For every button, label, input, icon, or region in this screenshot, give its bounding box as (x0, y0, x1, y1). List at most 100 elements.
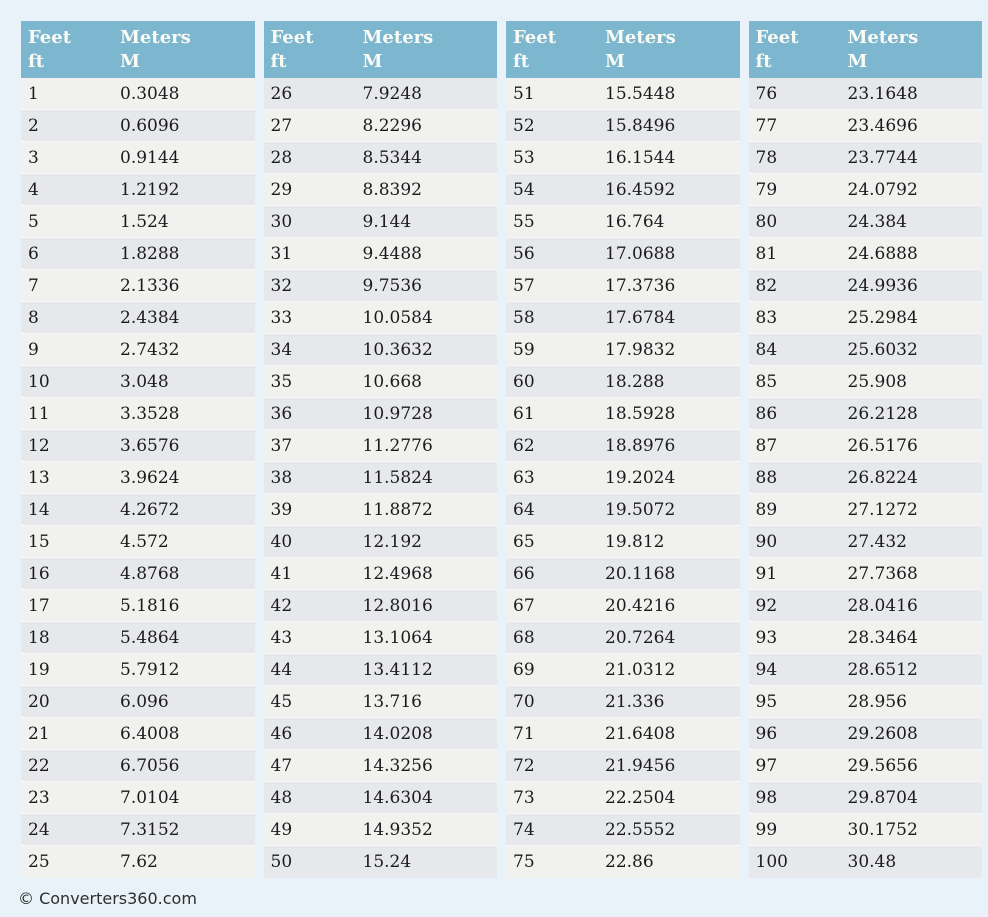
table-row: 81 24.6888 (748, 238, 982, 270)
table-row: 72 21.9456 (506, 750, 740, 782)
table-row: 44 13.4112 (263, 654, 497, 686)
cell-meters: 1.2192 (120, 179, 180, 200)
table-row: 68 20.7264 (506, 622, 740, 654)
table-row: 88 26.8224 (748, 462, 982, 494)
table-row: 42 12.8016 (263, 590, 497, 622)
cell-feet: 19 (28, 659, 50, 680)
cell-feet: 37 (270, 435, 293, 456)
table-row: 22 6.7056 (21, 750, 255, 782)
cell-meters: 9.144 (362, 211, 412, 232)
table-row: 70 21.336 (506, 686, 740, 718)
table-row: 1 0.3048 (21, 78, 255, 110)
cell-meters: 0.3048 (120, 83, 180, 104)
cell-feet: 69 (513, 659, 535, 680)
table-row: 3 0.9144 (21, 142, 255, 174)
cell-meters: 22.5552 (605, 819, 676, 840)
table-row: 94 28.6512 (748, 654, 982, 686)
cell-feet: 34 (270, 339, 293, 360)
table-row: 27 8.2296 (263, 110, 497, 142)
cell-meters: 15.24 (362, 852, 412, 872)
cell-feet: 54 (513, 179, 535, 200)
table-row: 41 12.4968 (263, 558, 497, 590)
cell-feet: 8 (28, 307, 39, 328)
cell-meters: 24.384 (847, 211, 907, 232)
table-row: 13 3.9624 (21, 462, 255, 494)
cell-meters: 9.7536 (362, 275, 422, 296)
table-row: 73 22.2504 (506, 782, 740, 814)
cell-feet: 6 (28, 243, 39, 264)
cell-feet: 52 (513, 115, 535, 136)
cell-meters: 27.1272 (847, 499, 918, 520)
cell-meters: 5.1816 (120, 595, 180, 616)
cell-meters: 11.5824 (362, 467, 433, 488)
table-row: 60 18.288 (506, 366, 740, 398)
table-row: 51 15.5448 (506, 78, 740, 110)
cell-meters: 17.9832 (605, 339, 676, 360)
header-feet-line1: Feet (28, 27, 72, 48)
cell-meters: 1.524 (120, 211, 169, 232)
table-header: Feet ft Meters M (748, 21, 982, 78)
table-row: 9 2.7432 (21, 334, 255, 366)
table-row: 89 27.1272 (748, 494, 982, 526)
table-row: 79 24.0792 (748, 174, 982, 206)
cell-meters: 11.2776 (362, 435, 433, 456)
cell-meters: 3.9624 (120, 467, 180, 488)
header-cell-feet: Feet ft (21, 26, 120, 78)
cell-feet: 13 (28, 467, 50, 488)
cell-feet: 43 (270, 627, 293, 648)
cell-meters: 6.096 (120, 691, 169, 712)
cell-meters: 25.2984 (847, 307, 918, 328)
cell-feet: 53 (513, 147, 535, 168)
cell-meters: 10.668 (362, 371, 422, 392)
cell-feet: 9 (28, 339, 39, 360)
cell-feet: 36 (270, 403, 293, 424)
cell-feet: 80 (755, 211, 778, 232)
cell-meters: 23.7744 (847, 147, 918, 168)
cell-feet: 84 (755, 339, 778, 360)
cell-feet: 58 (513, 307, 535, 328)
cell-meters: 9.4488 (362, 243, 422, 264)
cell-meters: 25.908 (847, 371, 907, 392)
cell-feet: 10 (28, 371, 50, 392)
table-row: 46 14.0208 (263, 718, 497, 750)
cell-feet: 48 (270, 787, 293, 808)
cell-feet: 44 (270, 659, 293, 680)
cell-feet: 45 (270, 691, 293, 712)
cell-meters: 8.8392 (362, 179, 422, 200)
table-row: 14 4.2672 (21, 494, 255, 526)
table-row: 75 22.86 (506, 846, 740, 878)
table-row: 59 17.9832 (506, 334, 740, 366)
cell-meters: 2.7432 (120, 339, 180, 360)
cell-feet: 18 (28, 627, 50, 648)
cell-meters: 10.9728 (362, 403, 433, 424)
cell-feet: 98 (755, 787, 778, 808)
cell-feet: 40 (270, 531, 293, 552)
cell-meters: 20.4216 (605, 595, 676, 616)
cell-feet: 24 (28, 819, 50, 840)
table-row: 4 1.2192 (21, 174, 255, 206)
header-feet-line1: Feet (270, 27, 314, 48)
cell-feet: 3 (28, 147, 39, 168)
table-row: 28 8.5344 (263, 142, 497, 174)
table-row: 90 27.432 (748, 526, 982, 558)
table-row: 83 25.2984 (748, 302, 982, 334)
cell-feet: 97 (755, 755, 778, 776)
cell-meters: 24.6888 (847, 243, 918, 264)
table-row: 74 22.5552 (506, 814, 740, 846)
header-meters-line2: M (120, 51, 140, 72)
table-row: 7 2.1336 (21, 270, 255, 302)
cell-meters: 15.8496 (605, 115, 676, 136)
cell-meters: 5.4864 (120, 627, 180, 648)
cell-feet: 73 (513, 787, 535, 808)
cell-feet: 89 (755, 499, 778, 520)
cell-feet: 21 (28, 723, 50, 744)
cell-feet: 81 (755, 243, 778, 264)
cell-feet: 32 (270, 275, 293, 296)
header-cell-feet: Feet ft (749, 26, 848, 78)
header-cell-meters: Meters M (363, 26, 498, 78)
cell-feet: 93 (755, 627, 778, 648)
cell-feet: 88 (755, 467, 778, 488)
table-row: 12 3.6576 (21, 430, 255, 462)
cell-feet: 95 (755, 691, 778, 712)
table-row: 39 11.8872 (263, 494, 497, 526)
